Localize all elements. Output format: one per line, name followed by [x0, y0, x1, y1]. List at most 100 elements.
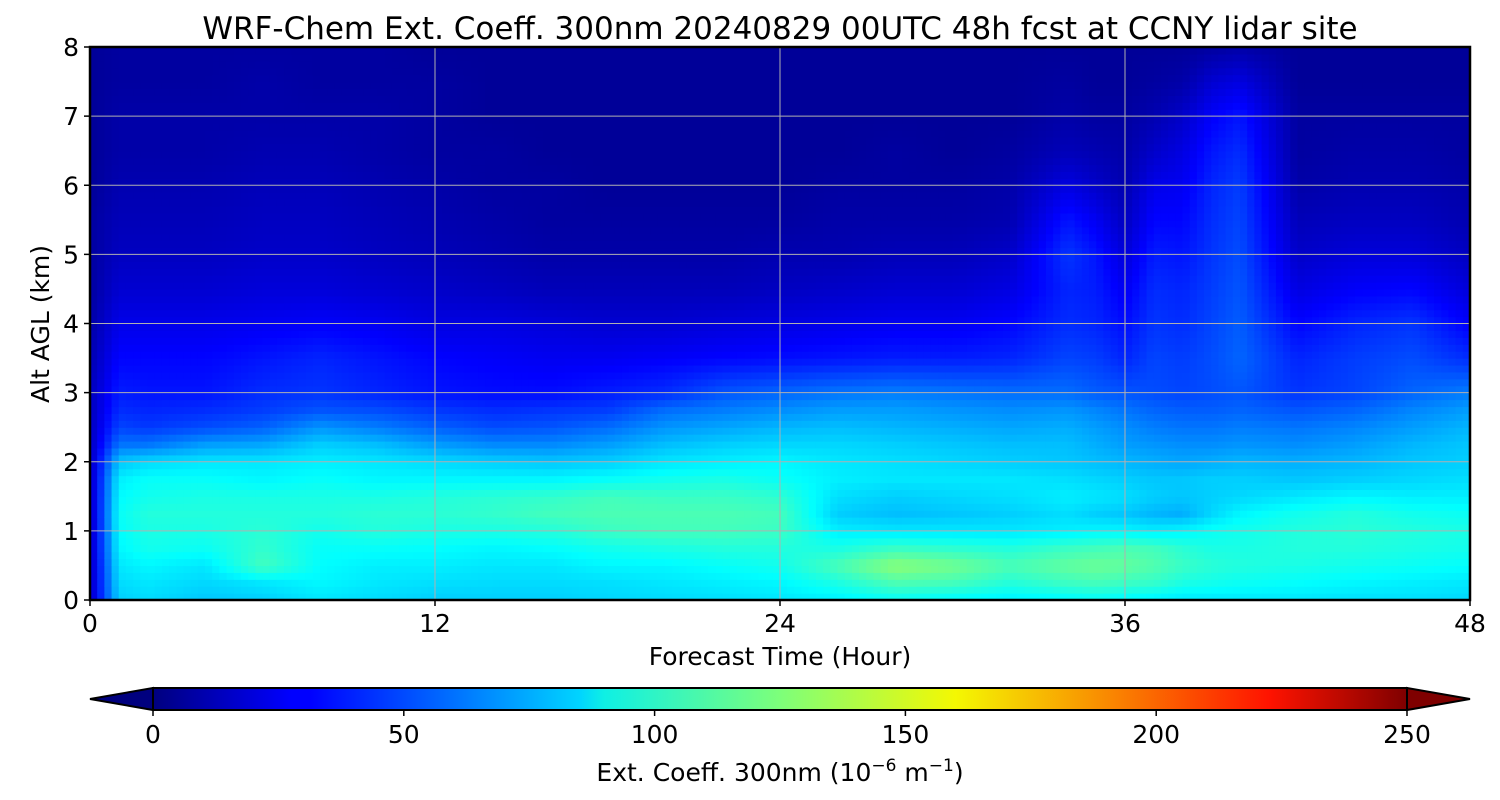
- heatmap-cell: [197, 447, 206, 456]
- heatmap-cell: [161, 517, 170, 525]
- heatmap-cell: [111, 150, 120, 159]
- heatmap-cell: [240, 254, 249, 262]
- heatmap-cell: [111, 579, 120, 587]
- heatmap-cell: [269, 371, 278, 380]
- heatmap-cell: [147, 60, 156, 69]
- heatmap-cell: [355, 157, 364, 166]
- heatmap-cell: [276, 316, 285, 325]
- heatmap-cell: [456, 67, 465, 76]
- heatmap-cell: [499, 371, 508, 380]
- heatmap-cell: [377, 517, 386, 525]
- heatmap-cell: [420, 358, 429, 366]
- heatmap-cell: [169, 454, 177, 463]
- heatmap-cell: [262, 489, 271, 497]
- heatmap-cell: [255, 171, 264, 179]
- heatmap-cell: [535, 454, 544, 463]
- heatmap-cell: [442, 233, 450, 242]
- heatmap-cell: [125, 109, 134, 117]
- heatmap-cell: [140, 496, 149, 504]
- heatmap-cell: [226, 392, 235, 401]
- heatmap-cell: [140, 60, 149, 69]
- heatmap-cell: [413, 150, 422, 159]
- heatmap-cell: [205, 226, 213, 235]
- heatmap-cell: [104, 378, 113, 387]
- heatmap-cell: [463, 385, 472, 394]
- heatmap-cell: [255, 95, 264, 103]
- heatmap-cell: [399, 74, 407, 83]
- heatmap-cell: [183, 192, 192, 200]
- heatmap-cell: [133, 226, 141, 235]
- heatmap-cell: [125, 205, 134, 214]
- heatmap-cell: [420, 537, 429, 546]
- heatmap-cell: [456, 530, 465, 539]
- heatmap-cell: [248, 482, 256, 490]
- heatmap-cell: [226, 558, 235, 567]
- heatmap-cell: [111, 288, 120, 297]
- heatmap-cell: [320, 88, 328, 96]
- heatmap-cell: [269, 67, 278, 76]
- heatmap-cell: [140, 178, 149, 186]
- heatmap-cell: [125, 489, 134, 497]
- heatmap-cell: [154, 212, 163, 221]
- heatmap-cell: [377, 441, 386, 449]
- heatmap-cell: [320, 399, 328, 408]
- heatmap-cell: [384, 537, 393, 546]
- heatmap-cell: [492, 233, 501, 242]
- heatmap-cell: [133, 441, 141, 449]
- heatmap-cell: [276, 489, 285, 497]
- heatmap-cell: [406, 247, 415, 255]
- heatmap-cell: [140, 378, 149, 387]
- heatmap-cell: [133, 143, 141, 152]
- heatmap-cell: [399, 378, 407, 387]
- heatmap-cell: [528, 233, 537, 242]
- heatmap-cell: [514, 74, 522, 83]
- heatmap-cell: [363, 88, 371, 96]
- heatmap-cell: [269, 468, 278, 477]
- heatmap-cell: [154, 60, 163, 69]
- heatmap-cell: [190, 74, 199, 83]
- heatmap-cell: [176, 226, 185, 235]
- heatmap-cell: [384, 226, 393, 235]
- heatmap-cell: [528, 95, 537, 103]
- heatmap-cell: [240, 226, 249, 235]
- heatmap-cell: [161, 275, 170, 283]
- heatmap-cell: [133, 475, 141, 484]
- heatmap-cell: [456, 565, 465, 573]
- heatmap-cell: [147, 288, 156, 297]
- heatmap-cell: [133, 123, 141, 131]
- heatmap-cell: [111, 309, 120, 318]
- heatmap-cell: [161, 378, 170, 387]
- heatmap-cell: [528, 482, 537, 490]
- heatmap-cell: [205, 302, 213, 311]
- heatmap-cell: [97, 60, 105, 69]
- heatmap-cell: [399, 551, 407, 560]
- heatmap-cell: [485, 275, 494, 283]
- heatmap-cell: [104, 406, 113, 414]
- heatmap-cell: [399, 454, 407, 463]
- heatmap-cell: [535, 399, 544, 408]
- heatmap-cell: [291, 60, 300, 69]
- heatmap-cell: [312, 441, 321, 449]
- heatmap-cell: [233, 116, 242, 124]
- heatmap-cell: [161, 74, 170, 83]
- heatmap-cell: [420, 413, 429, 421]
- heatmap-cell: [197, 219, 206, 228]
- heatmap-cell: [140, 530, 149, 539]
- heatmap-cell: [478, 282, 486, 290]
- heatmap-cell: [492, 53, 501, 62]
- heatmap-cell: [305, 510, 314, 518]
- heatmap-cell: [406, 95, 415, 103]
- heatmap-cell: [90, 116, 98, 124]
- heatmap-cell: [197, 544, 206, 553]
- heatmap-cell: [363, 344, 371, 352]
- heatmap-cell: [341, 199, 350, 207]
- heatmap-cell: [377, 496, 386, 504]
- heatmap-cell: [205, 330, 213, 338]
- heatmap-cell: [420, 205, 429, 214]
- heatmap-cell: [427, 330, 436, 338]
- heatmap-cell: [442, 219, 450, 228]
- heatmap-cell: [377, 579, 386, 587]
- heatmap-cell: [528, 558, 537, 567]
- heatmap-cell: [334, 447, 343, 456]
- heatmap-cell: [154, 378, 163, 387]
